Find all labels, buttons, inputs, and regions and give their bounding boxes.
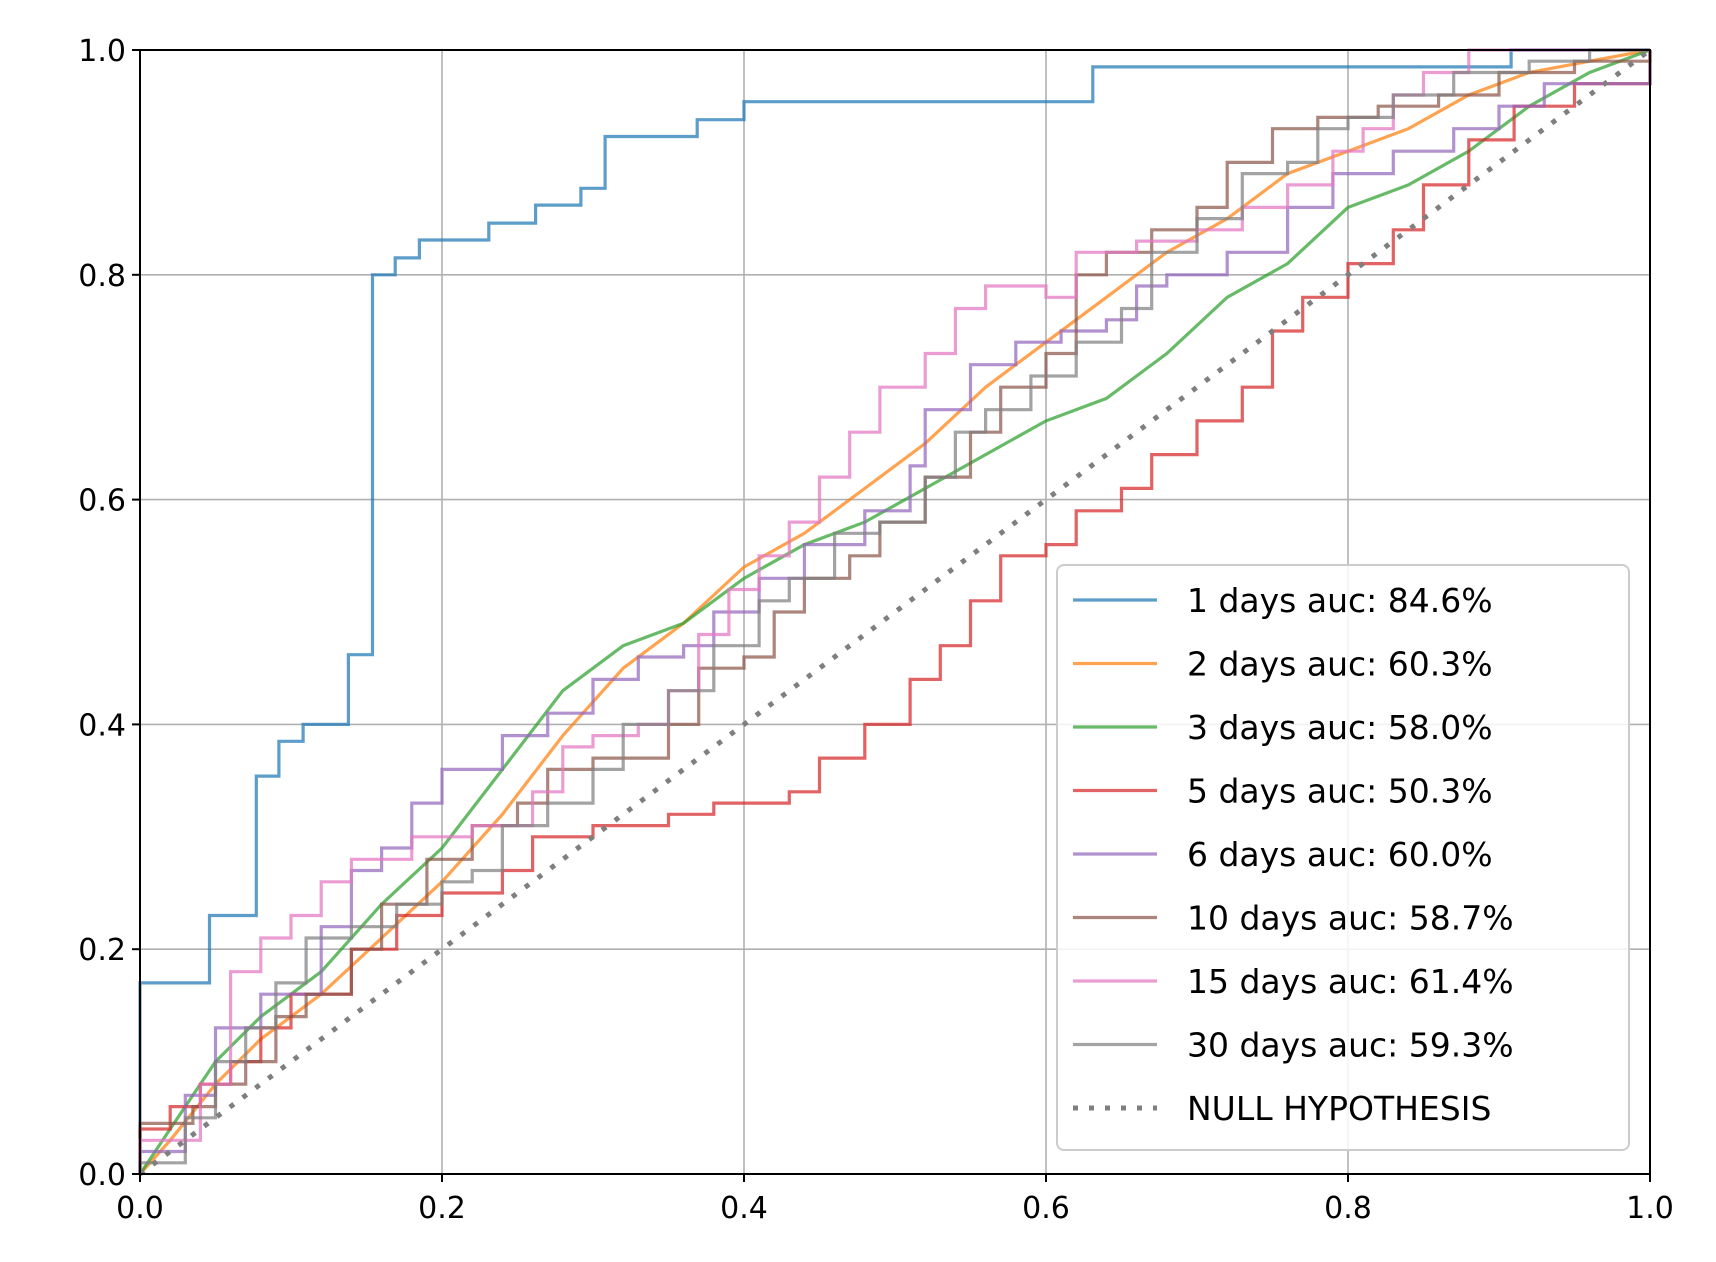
legend: 1 days auc: 84.6% 2 days auc: 60.3% 3 days… — [1056, 564, 1630, 1151]
legend-label-0: 1 days auc: 84.6% — [1187, 581, 1493, 620]
legend-box — [1056, 564, 1630, 1151]
series-line-1 — [138, 48, 1651, 1176]
y-tick-label: 0.6 — [78, 484, 126, 519]
legend-label-2: 3 days auc: 58.0% — [1187, 708, 1493, 747]
y-tick-label: 0.0 — [78, 1158, 126, 1193]
legend-label-3: 5 days auc: 50.3% — [1187, 772, 1493, 811]
y-tick-label: 1.0 — [78, 34, 126, 69]
axis-ticks: 0.0 0.2 0.4 0.6 0.8 1.0 0.0 0.2 0.4 0.6 0.8 1.0 — [78, 34, 1674, 1226]
legend-label-7: 30 days auc: 59.3% — [1187, 1026, 1514, 1065]
legend-label-5: 10 days auc: 58.7% — [1187, 899, 1514, 938]
legend-label-4: 6 days auc: 60.0% — [1187, 835, 1493, 874]
x-tick-label: 1.0 — [1626, 1191, 1674, 1226]
x-tick-label: 0.6 — [1022, 1191, 1070, 1226]
legend-label-8: NULL HYPOTHESIS — [1187, 1089, 1491, 1128]
x-tick-label: 0.2 — [418, 1191, 466, 1226]
series-line-8 — [138, 47, 1652, 1177]
series-line-0 — [138, 48, 1650, 1174]
y-tick-label: 0.8 — [78, 259, 126, 294]
y-tick-label: 0.4 — [78, 708, 126, 743]
plot-frame — [139, 49, 1651, 1175]
curves — [138, 47, 1652, 1177]
y-tick-label: 0.2 — [78, 933, 126, 968]
x-tick-label: 0.8 — [1324, 1191, 1372, 1226]
series-line-6 — [138, 48, 1650, 1174]
legend-label-1: 2 days auc: 60.3% — [1187, 645, 1493, 684]
x-tick-label: 0.4 — [720, 1191, 768, 1226]
x-tick-label: 0.0 — [116, 1191, 164, 1226]
legend-label-6: 15 days auc: 61.4% — [1187, 962, 1514, 1001]
series-line-7 — [138, 48, 1650, 1174]
